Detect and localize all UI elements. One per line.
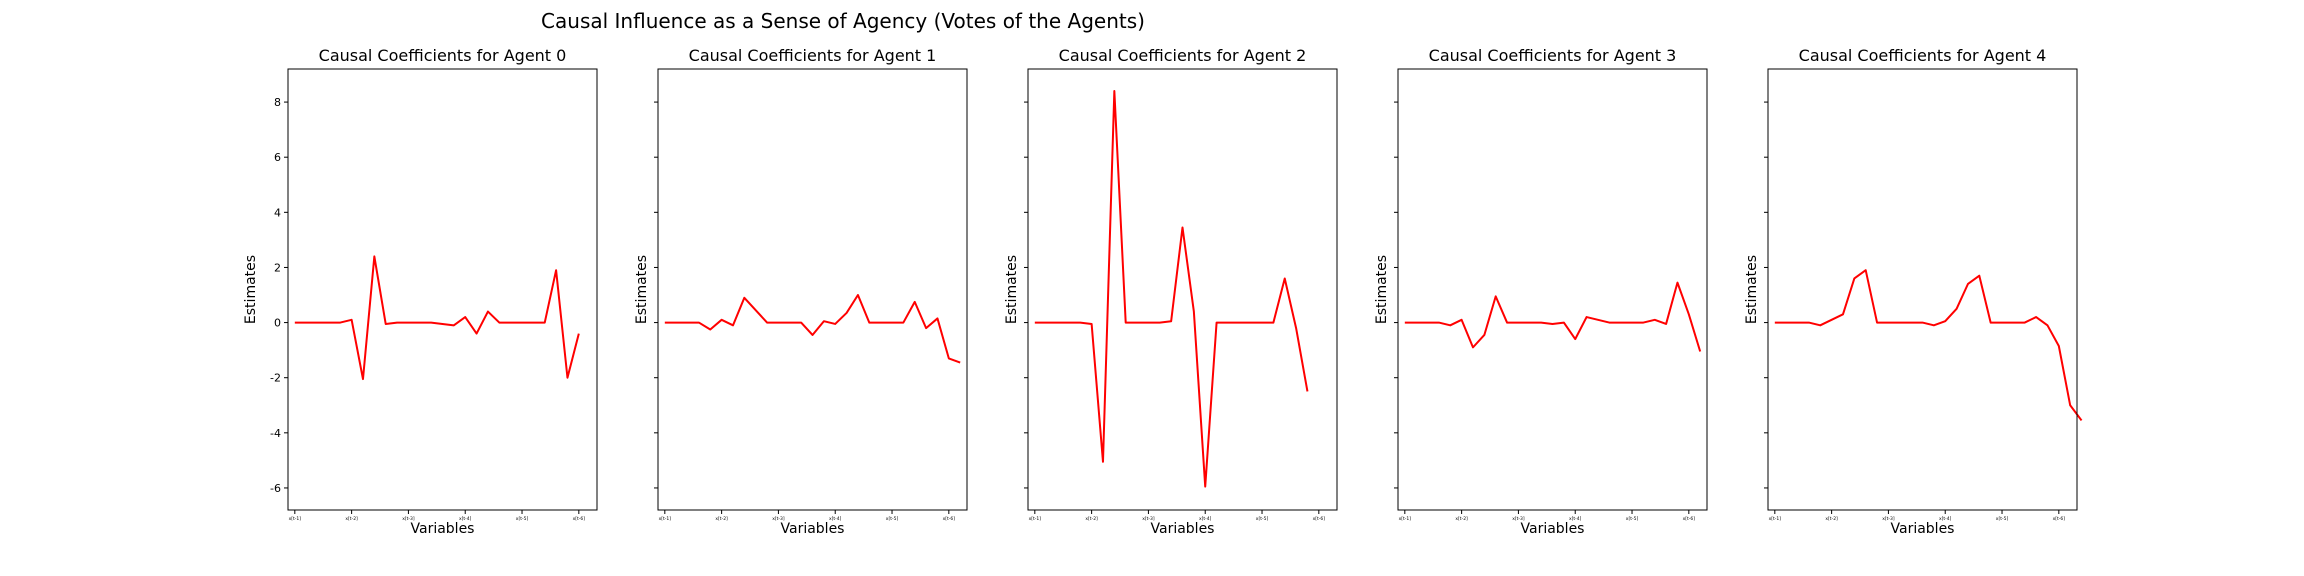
subplot-agent-2: Causal Coefficients for Agent 2 x[t-1] x[t… (1004, 46, 1338, 537)
x-tick-label: x[t-1] (1769, 516, 1782, 522)
subplot-agent-0: Causal Coefficients for Agent 0 -6 -4 -2 0 2 4… (243, 46, 598, 537)
y-axis-label: Estimates (1744, 255, 1760, 324)
x-tick-label: x[t-1] (289, 516, 302, 522)
x-tick-label: x[t-6] (573, 516, 586, 522)
x-tick-label: x[t-1] (659, 516, 672, 522)
x-tick-label: x[t-2] (715, 516, 728, 522)
y-tick-label: 0 (274, 317, 281, 330)
x-tick-label: x[t-4] (459, 516, 472, 522)
x-tick-label: x[t-1] (1399, 516, 1412, 522)
subplot-title: Causal Coefficients for Agent 3 (1429, 46, 1677, 65)
subplot-title: Causal Coefficients for Agent 1 (689, 46, 937, 65)
x-tick-label: x[t-4] (1199, 516, 1212, 522)
series-line-agent-0 (294, 255, 580, 381)
x-tick-label: x[t-5] (516, 516, 529, 522)
subplot-agent-3: Causal Coefficients for Agent 3 x[t-1] x[t… (1374, 46, 1708, 537)
y-axis-label: Estimates (634, 255, 650, 324)
axes-frame (1767, 68, 2078, 511)
series-line-agent-2 (1034, 90, 1309, 488)
x-axis-label: Variables (781, 521, 845, 537)
axes-frame (287, 68, 598, 511)
x-tick-label: x[t-6] (943, 516, 956, 522)
subplot-agent-4: Causal Coefficients for Agent 4 x[t-1] x[t… (1744, 46, 2083, 537)
y-tick-label: 8 (274, 96, 281, 109)
x-tick-label: x[t-2] (1085, 516, 1098, 522)
x-axis-label: Variables (1521, 521, 1585, 537)
figure-suptitle: Causal Influence as a Sense of Agency (V… (541, 9, 1145, 33)
series-line-agent-1 (664, 294, 961, 364)
x-tick-label: x[t-3] (772, 516, 785, 522)
subplot-agent-1: Causal Coefficients for Agent 1 x[t-1] x[t… (634, 46, 968, 537)
x-tick-label: x[t-3] (402, 516, 415, 522)
x-tick-label: x[t-5] (1626, 516, 1639, 522)
x-tick-label: x[t-3] (1882, 516, 1895, 522)
y-tick-label: 6 (274, 151, 281, 164)
y-axis-label: Estimates (1374, 255, 1390, 324)
x-tick-label: x[t-2] (1455, 516, 1468, 522)
x-tick-label: x[t-6] (1313, 516, 1326, 522)
y-tick-label: 2 (274, 261, 281, 274)
y-tick-label: -2 (270, 372, 281, 385)
x-tick-label: x[t-6] (1683, 516, 1696, 522)
y-tick-label: -4 (270, 427, 281, 440)
series-line-agent-3 (1404, 281, 1702, 352)
y-tick-label: 4 (274, 206, 281, 219)
x-tick-label: x[t-5] (1256, 516, 1269, 522)
x-tick-label: x[t-5] (1996, 516, 2009, 522)
x-tick-label: x[t-6] (2053, 516, 2066, 522)
subplots: Causal Coefficients for Agent 0 -6 -4 -2 0 2 4… (243, 46, 2083, 537)
x-tick-label: x[t-3] (1142, 516, 1155, 522)
series-line-agent-4 (1774, 269, 2083, 422)
y-axis-label: Estimates (243, 255, 259, 324)
x-tick-label: x[t-4] (1569, 516, 1582, 522)
x-tick-label: x[t-4] (1939, 516, 1952, 522)
axes-frame (657, 68, 968, 511)
x-axis-label: Variables (1891, 521, 1955, 537)
x-tick-label: x[t-1] (1029, 516, 1042, 522)
subplot-title: Causal Coefficients for Agent 0 (319, 46, 567, 65)
subplot-title: Causal Coefficients for Agent 4 (1799, 46, 2047, 65)
x-tick-label: x[t-2] (345, 516, 358, 522)
axes-frame (1027, 68, 1338, 511)
subplot-title: Causal Coefficients for Agent 2 (1059, 46, 1307, 65)
x-axis-label: Variables (1151, 521, 1215, 537)
x-tick-label: x[t-4] (829, 516, 842, 522)
y-tick-label: -6 (270, 482, 281, 495)
x-tick-label: x[t-5] (886, 516, 899, 522)
x-tick-label: x[t-3] (1512, 516, 1525, 522)
x-tick-label: x[t-2] (1825, 516, 1838, 522)
axes-frame (1397, 68, 1708, 511)
x-axis-label: Variables (411, 521, 475, 537)
y-axis-label: Estimates (1004, 255, 1020, 324)
